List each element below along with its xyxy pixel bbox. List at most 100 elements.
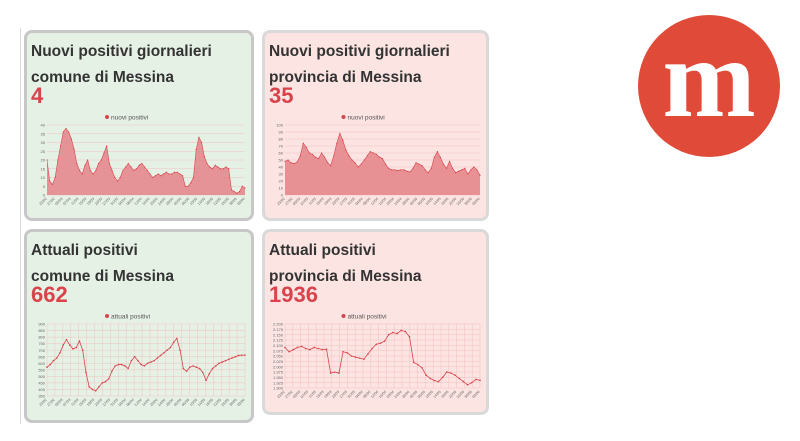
data-point (371, 347, 373, 350)
data-point (91, 388, 94, 391)
data-point (192, 365, 194, 367)
data-point (348, 155, 350, 157)
data-point (375, 153, 378, 155)
x-tick-label: 10/05 (425, 197, 434, 206)
data-point (225, 166, 227, 168)
data-point (339, 132, 341, 134)
data-point (296, 161, 298, 163)
data-point (408, 336, 411, 338)
legend-marker (105, 314, 109, 318)
y-tick-label: 550 (38, 367, 45, 372)
x-tick-label: 27/02 (46, 197, 55, 206)
data-point (228, 168, 230, 170)
data-point (470, 381, 473, 384)
x-tick-label: 27/02 (284, 390, 293, 399)
card-attuali-positivi-provincia: Attuali positivi provincia di Messina 19… (262, 229, 489, 415)
data-point (311, 153, 314, 155)
y-tick-label: 750 (38, 341, 45, 346)
y-tick-label: 450 (38, 381, 45, 386)
data-point (314, 156, 317, 158)
legend-marker (341, 314, 346, 318)
data-point (214, 365, 217, 367)
legend-label: attuali positivi (111, 314, 150, 321)
x-tick-label: 22/05 (213, 197, 222, 206)
x-tick-label: 14/05 (433, 197, 442, 206)
data-point (81, 173, 83, 175)
x-tick-label: 24/04 (157, 398, 166, 407)
data-point (470, 169, 472, 171)
data-point (284, 346, 286, 349)
data-point (185, 370, 188, 372)
data-point (219, 168, 222, 170)
x-tick-label: 16/04 (141, 197, 150, 206)
data-point (95, 169, 97, 172)
data-point (346, 352, 349, 354)
brand-logo: m (638, 15, 780, 157)
data-point (51, 183, 54, 186)
data-point (400, 329, 402, 332)
data-point (189, 366, 191, 368)
data-point (384, 163, 387, 165)
data-point (192, 176, 195, 179)
data-point (137, 359, 139, 362)
data-point (305, 146, 307, 148)
data-point (92, 173, 94, 175)
data-point (184, 185, 186, 187)
data-point (146, 362, 149, 365)
x-tick-label: 03/06 (472, 390, 481, 399)
card-title: Nuovi positivi giornalieri comune di Mes… (31, 43, 212, 86)
y-tick-label: 1.925 (273, 380, 284, 385)
data-point (97, 162, 100, 165)
data-point (238, 190, 241, 193)
x-tick-label: 31/03 (347, 390, 356, 399)
data-point (308, 152, 310, 154)
data-point (387, 167, 390, 169)
data-point (391, 169, 393, 171)
data-point (73, 148, 75, 151)
card-nuovi-positivi-comune: Nuovi positivi giornalieri comune di Mes… (24, 30, 254, 221)
data-point (284, 160, 286, 162)
data-point (130, 166, 132, 168)
x-tick-label: 22/05 (448, 390, 457, 399)
y-tick-label: 2.150 (273, 332, 284, 337)
data-point (379, 342, 382, 344)
data-point (211, 367, 214, 370)
data-point (421, 165, 423, 167)
data-point (479, 174, 481, 176)
data-point (446, 371, 448, 373)
data-point (367, 353, 369, 355)
x-tick-label: 28/04 (165, 398, 174, 407)
data-point (330, 165, 332, 167)
data-point (159, 354, 162, 357)
x-tick-label: 06/05 (417, 197, 426, 206)
x-tick-label: 22/05 (213, 398, 222, 407)
x-tick-label: 26/05 (221, 398, 230, 407)
x-tick-label: 28/04 (401, 197, 410, 206)
data-point (302, 142, 304, 144)
data-point (237, 354, 240, 357)
data-point (338, 372, 340, 374)
data-point (75, 346, 78, 349)
x-tick-label: 23/03 (331, 197, 340, 206)
data-point (46, 159, 48, 161)
x-tick-label: 26/05 (456, 390, 465, 399)
data-point (450, 372, 452, 374)
x-tick-label: 07/03 (62, 398, 71, 407)
x-tick-label: 26/05 (456, 197, 465, 206)
data-point (321, 348, 324, 351)
data-point (467, 173, 469, 175)
data-point (354, 162, 356, 164)
data-point (133, 169, 135, 172)
y-tick-label: 40 (279, 165, 284, 170)
x-tick-label: 19/03 (86, 398, 95, 407)
data-point (324, 156, 326, 158)
data-point (454, 374, 456, 376)
data-point (433, 379, 436, 382)
data-point (287, 159, 289, 161)
data-point (240, 354, 243, 356)
data-point (76, 162, 78, 165)
data-point (140, 363, 142, 366)
data-point (116, 180, 119, 182)
data-point (333, 371, 336, 373)
x-tick-label: 11/03 (308, 390, 317, 399)
